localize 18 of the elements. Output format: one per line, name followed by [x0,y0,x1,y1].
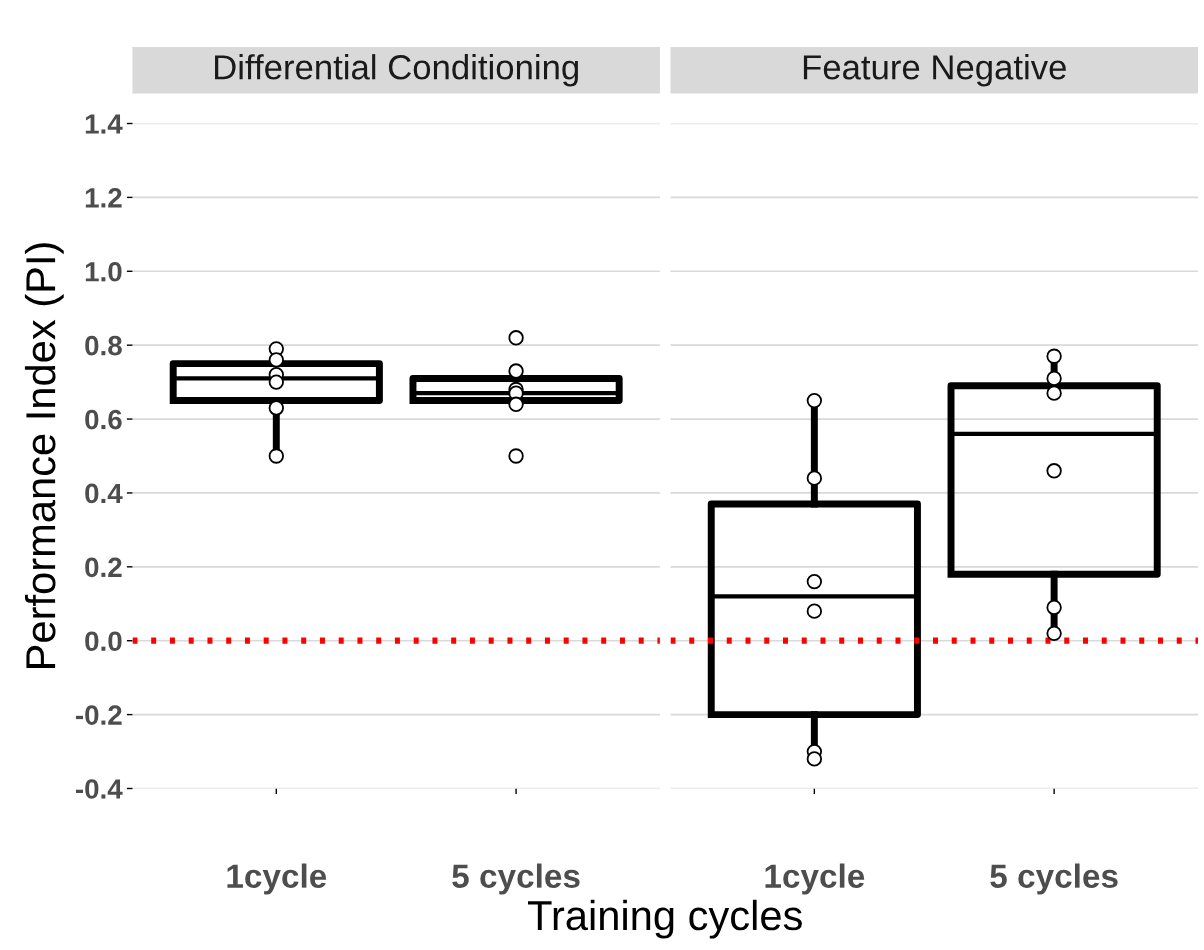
chart-title: Differential Conditioning [215,54,578,87]
y-tick-label: 0.2 [85,557,122,578]
x-tick-label: 1cycle [227,863,327,895]
y-tick-label: 1.4 [85,114,123,134]
x-tick-label: 5 cycles [990,863,1118,895]
chart-title: Feature Negative [803,54,1066,87]
y-tick-label: 0.0 [85,631,122,652]
y-tick-label: 0.4 [85,483,123,504]
x-axis-title: Training cycles [528,899,802,939]
y-tick-label: 0.6 [85,409,122,430]
y-tick-label: -0.4 [75,779,123,799]
x-tick-label: 1cycle [765,863,865,895]
y-tick-label: 1.2 [85,188,122,208]
y-tick-label: 1.0 [85,261,122,282]
y-tick-label: 0.8 [85,335,122,356]
x-tick-label: 5 cycles [452,863,580,895]
y-axis-title: Performance Index (PI) [24,243,64,668]
y-tick-label: -0.2 [75,705,122,725]
